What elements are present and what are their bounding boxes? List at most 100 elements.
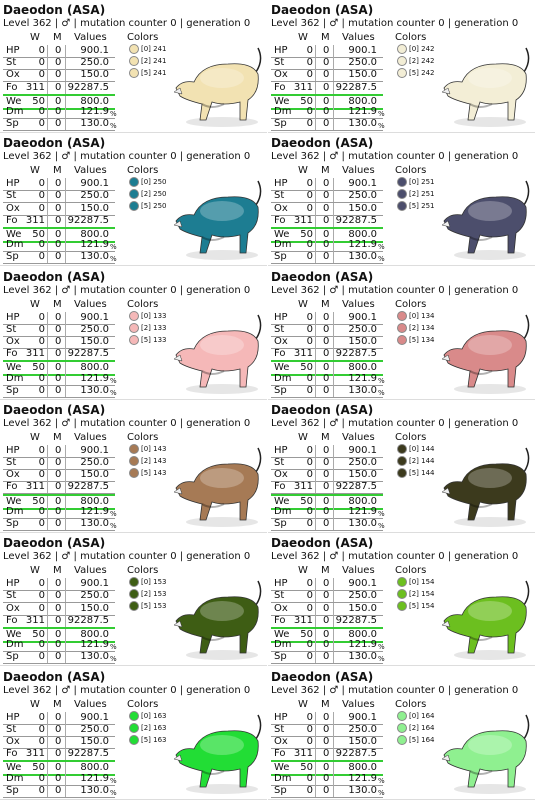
column-separator xyxy=(333,578,334,591)
creature-card: Daeodon (ASA) Level 362 | ♂ | mutation co… xyxy=(0,0,267,133)
column-separator xyxy=(65,335,66,348)
column-separator xyxy=(47,784,48,797)
stat-mutated: 0 xyxy=(55,362,62,374)
stat-mutated: 0 xyxy=(55,578,62,590)
stat-name: Sp xyxy=(6,384,19,396)
stat-name: We xyxy=(274,229,290,241)
stat-unit: % xyxy=(110,655,117,664)
stat-mutated: 0 xyxy=(55,95,62,107)
stat-value: 92287.5 xyxy=(67,348,109,360)
column-separator xyxy=(47,178,48,191)
creature-part xyxy=(441,354,451,361)
column-header: Values xyxy=(342,32,375,43)
column-separator xyxy=(315,362,316,375)
color-swatch xyxy=(129,322,139,333)
stat-unit: % xyxy=(378,376,385,385)
stat-unit: % xyxy=(378,388,385,397)
card-title: Daeodon (ASA) xyxy=(3,136,106,151)
card-title: Daeodon (ASA) xyxy=(3,402,106,417)
stat-name: St xyxy=(6,57,17,69)
stat-mutated: 0 xyxy=(323,602,330,614)
stat-name: Dm xyxy=(274,639,292,651)
stat-name: St xyxy=(274,323,285,335)
stat-wild: 311 xyxy=(293,481,313,493)
column-header: Values xyxy=(74,165,107,177)
color-label: [2] 242 xyxy=(409,57,435,65)
stat-row: Dm 0 0 121.9% xyxy=(3,372,117,386)
stat-row: Ox 0 0 150.0 xyxy=(271,735,383,749)
stat-wild: 0 xyxy=(306,639,313,651)
column-separator xyxy=(333,639,334,652)
stat-value: 130.0 xyxy=(80,651,109,663)
column-header: M xyxy=(321,165,330,177)
creature-part xyxy=(173,354,183,361)
stat-row: Ox 0 0 150.0 xyxy=(3,602,115,616)
column-separator xyxy=(333,348,334,361)
stat-value: 130.0 xyxy=(80,784,109,796)
stat-mutated: 0 xyxy=(323,45,330,56)
stat-name: Ox xyxy=(6,335,20,347)
column-header: M xyxy=(53,698,62,710)
column-separator xyxy=(333,384,334,397)
stat-value: 130.0 xyxy=(80,251,109,263)
column-separator xyxy=(333,178,334,191)
column-separator xyxy=(65,748,66,761)
stat-row: Fo 311 0 92287.5 xyxy=(271,748,383,762)
stat-row: We 50 0 800.0 xyxy=(3,360,115,377)
creature-part xyxy=(454,117,526,127)
stat-value: 121.9 xyxy=(348,372,377,384)
stat-wild: 0 xyxy=(38,178,45,190)
creature-part xyxy=(173,620,183,628)
stat-value: 800.0 xyxy=(80,229,109,241)
creature-part xyxy=(469,769,493,775)
stat-wild: 0 xyxy=(306,239,313,251)
color-swatch xyxy=(129,589,139,600)
column-separator xyxy=(315,518,316,531)
column-separator xyxy=(47,481,48,494)
column-header: Values xyxy=(342,298,375,310)
column-separator xyxy=(333,335,334,348)
stat-wild: 0 xyxy=(38,106,45,117)
colors-heading: Colors xyxy=(395,565,427,577)
stat-row: We 50 0 800.0 xyxy=(271,626,383,643)
creature-image xyxy=(173,314,262,394)
stat-wild: 0 xyxy=(306,457,313,469)
creature-image xyxy=(441,314,530,394)
stat-wild: 0 xyxy=(38,323,45,335)
column-separator xyxy=(315,505,316,518)
card-title: Daeodon (ASA) xyxy=(271,3,374,17)
card-title: Daeodon (ASA) xyxy=(3,269,106,284)
stat-name: We xyxy=(6,495,22,507)
color-swatch xyxy=(129,189,139,200)
creature-card: Daeodon (ASA) Level 362 | ♂ | mutation co… xyxy=(268,0,535,133)
creature-part xyxy=(443,329,527,387)
creature-part xyxy=(201,369,225,375)
column-separator xyxy=(47,651,48,664)
creature-part xyxy=(523,714,530,739)
stat-name: Sp xyxy=(6,651,19,663)
stat-mutated: 0 xyxy=(323,57,330,69)
column-separator xyxy=(47,578,48,591)
stat-mutated: 0 xyxy=(323,229,330,241)
stat-wild: 0 xyxy=(306,190,313,202)
stat-name: St xyxy=(274,57,285,69)
column-separator xyxy=(333,748,334,761)
creature-part xyxy=(175,329,259,387)
column-separator xyxy=(65,311,66,324)
column-header: Values xyxy=(342,431,375,443)
stat-mutated: 0 xyxy=(55,57,62,69)
stat-mutated: 0 xyxy=(323,469,330,481)
stat-wild: 50 xyxy=(300,495,313,507)
stat-value: 250.0 xyxy=(348,457,377,469)
stat-value: 900.1 xyxy=(80,444,109,456)
stat-unit: % xyxy=(110,776,117,785)
stat-row: St 0 0 250.0 xyxy=(271,590,383,604)
column-separator xyxy=(333,711,334,724)
stat-value: 92287.5 xyxy=(335,614,377,626)
stat-name: Fo xyxy=(6,81,18,93)
stat-value: 121.9 xyxy=(80,772,109,784)
column-separator xyxy=(333,106,334,118)
stat-mutated: 0 xyxy=(55,784,62,796)
stat-value: 121.9 xyxy=(80,239,109,251)
creature-part xyxy=(186,783,258,794)
